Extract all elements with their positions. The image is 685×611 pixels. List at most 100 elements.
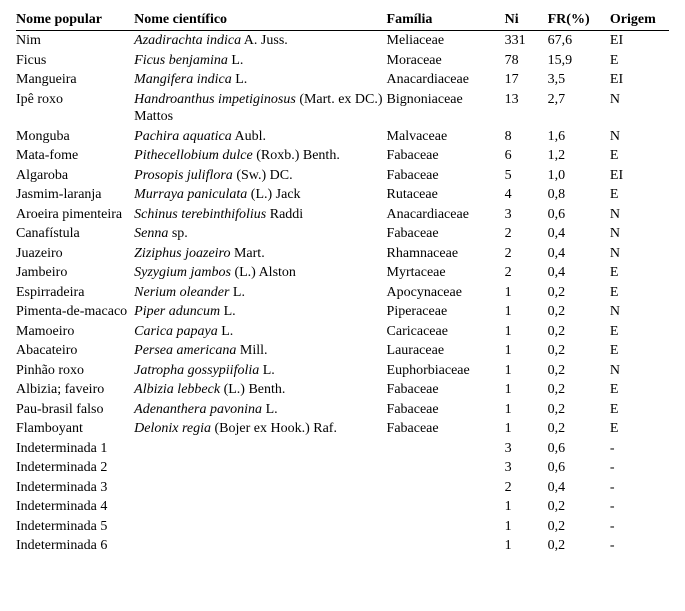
table-row: FlamboyantDelonix regia (Bojer ex Hook.)… bbox=[16, 419, 669, 439]
cell-origem: E bbox=[610, 146, 669, 166]
table-row: Mata-fomePithecellobium dulce (Roxb.) Be… bbox=[16, 146, 669, 166]
cell-fr: 0,2 bbox=[548, 283, 610, 303]
cell-ni: 331 bbox=[505, 31, 548, 51]
cell-cientifico bbox=[134, 497, 386, 517]
cell-fr: 0,4 bbox=[548, 244, 610, 264]
header-fr: FR(%) bbox=[548, 10, 610, 31]
cell-fr: 0,4 bbox=[548, 224, 610, 244]
cell-popular: Indeterminada 4 bbox=[16, 497, 134, 517]
cell-popular: Indeterminada 2 bbox=[16, 458, 134, 478]
cell-ni: 8 bbox=[505, 127, 548, 147]
cell-ni: 1 bbox=[505, 517, 548, 537]
cell-fr: 0,6 bbox=[548, 439, 610, 459]
cell-cientifico: Adenanthera pavonina L. bbox=[134, 400, 386, 420]
cell-cientifico: Jatropha gossypiifolia L. bbox=[134, 361, 386, 381]
cell-fr: 1,0 bbox=[548, 166, 610, 186]
cell-popular: Indeterminada 5 bbox=[16, 517, 134, 537]
header-ni: Ni bbox=[505, 10, 548, 31]
table-row: FicusFicus benjamina L.Moraceae7815,9E bbox=[16, 51, 669, 71]
table-row: AlgarobaProsopis juliflora (Sw.) DC.Faba… bbox=[16, 166, 669, 186]
table-row: JambeiroSyzygium jambos (L.) AlstonMyrta… bbox=[16, 263, 669, 283]
table-row: Ipê roxoHandroanthus impetiginosus (Mart… bbox=[16, 90, 669, 127]
cell-origem: N bbox=[610, 127, 669, 147]
cell-ni: 78 bbox=[505, 51, 548, 71]
cell-popular: Espirradeira bbox=[16, 283, 134, 303]
cell-ni: 1 bbox=[505, 497, 548, 517]
table-row: Indeterminada 610,2- bbox=[16, 536, 669, 556]
cell-fr: 2,7 bbox=[548, 90, 610, 127]
cell-familia: Bignoniaceae bbox=[387, 90, 505, 127]
table-row: Indeterminada 230,6- bbox=[16, 458, 669, 478]
cell-popular: Ipê roxo bbox=[16, 90, 134, 127]
cell-fr: 0,2 bbox=[548, 419, 610, 439]
cell-familia: Fabaceae bbox=[387, 419, 505, 439]
table-header-row: Nome popular Nome científico Família Ni … bbox=[16, 10, 669, 31]
cell-cientifico: Piper aduncum L. bbox=[134, 302, 386, 322]
cell-fr: 15,9 bbox=[548, 51, 610, 71]
cell-popular: Pinhão roxo bbox=[16, 361, 134, 381]
cell-fr: 0,6 bbox=[548, 205, 610, 225]
cell-familia bbox=[387, 536, 505, 556]
cell-ni: 1 bbox=[505, 400, 548, 420]
cell-familia: Meliaceae bbox=[387, 31, 505, 51]
cell-ni: 1 bbox=[505, 283, 548, 303]
cell-ni: 2 bbox=[505, 224, 548, 244]
header-popular: Nome popular bbox=[16, 10, 134, 31]
cell-fr: 0,2 bbox=[548, 536, 610, 556]
cell-origem: - bbox=[610, 517, 669, 537]
cell-cientifico: Murraya paniculata (L.) Jack bbox=[134, 185, 386, 205]
cell-ni: 2 bbox=[505, 478, 548, 498]
cell-familia: Euphorbiaceae bbox=[387, 361, 505, 381]
cell-cientifico: Azadirachta indica A. Juss. bbox=[134, 31, 386, 51]
cell-origem: E bbox=[610, 380, 669, 400]
cell-popular: Jasmim-laranja bbox=[16, 185, 134, 205]
cell-fr: 1,6 bbox=[548, 127, 610, 147]
cell-origem: EI bbox=[610, 70, 669, 90]
cell-familia bbox=[387, 497, 505, 517]
cell-fr: 0,2 bbox=[548, 497, 610, 517]
cell-origem: N bbox=[610, 361, 669, 381]
header-familia: Família bbox=[387, 10, 505, 31]
cell-origem: N bbox=[610, 244, 669, 264]
cell-cientifico: Carica papaya L. bbox=[134, 322, 386, 342]
cell-familia: Fabaceae bbox=[387, 400, 505, 420]
cell-origem: - bbox=[610, 536, 669, 556]
cell-fr: 0,2 bbox=[548, 400, 610, 420]
table-row: Indeterminada 410,2- bbox=[16, 497, 669, 517]
cell-popular: Pimenta-de-macaco bbox=[16, 302, 134, 322]
cell-ni: 1 bbox=[505, 361, 548, 381]
cell-fr: 67,6 bbox=[548, 31, 610, 51]
table-row: Aroeira pimenteiraSchinus terebinthifoli… bbox=[16, 205, 669, 225]
cell-familia: Moraceae bbox=[387, 51, 505, 71]
header-cientifico: Nome científico bbox=[134, 10, 386, 31]
cell-popular: Flamboyant bbox=[16, 419, 134, 439]
table-row: Jasmim-laranjaMurraya paniculata (L.) Ja… bbox=[16, 185, 669, 205]
cell-popular: Indeterminada 6 bbox=[16, 536, 134, 556]
table-row: MangueiraMangifera indica L.Anacardiacea… bbox=[16, 70, 669, 90]
cell-ni: 2 bbox=[505, 263, 548, 283]
cell-familia: Piperaceae bbox=[387, 302, 505, 322]
cell-popular: Abacateiro bbox=[16, 341, 134, 361]
cell-ni: 1 bbox=[505, 419, 548, 439]
cell-popular: Canafístula bbox=[16, 224, 134, 244]
table-row: NimAzadirachta indica A. Juss.Meliaceae3… bbox=[16, 31, 669, 51]
cell-ni: 6 bbox=[505, 146, 548, 166]
table-row: Pau-brasil falsoAdenanthera pavonina L.F… bbox=[16, 400, 669, 420]
cell-familia: Lauraceae bbox=[387, 341, 505, 361]
cell-ni: 3 bbox=[505, 458, 548, 478]
cell-ni: 1 bbox=[505, 302, 548, 322]
cell-cientifico: Prosopis juliflora (Sw.) DC. bbox=[134, 166, 386, 186]
cell-ni: 1 bbox=[505, 341, 548, 361]
cell-origem: E bbox=[610, 341, 669, 361]
cell-familia: Fabaceae bbox=[387, 380, 505, 400]
cell-familia: Myrtaceae bbox=[387, 263, 505, 283]
table-row: Pimenta-de-macacoPiper aduncum L.Piperac… bbox=[16, 302, 669, 322]
cell-popular: Algaroba bbox=[16, 166, 134, 186]
cell-cientifico: Ficus benjamina L. bbox=[134, 51, 386, 71]
cell-ni: 13 bbox=[505, 90, 548, 127]
cell-fr: 0,2 bbox=[548, 341, 610, 361]
cell-cientifico bbox=[134, 517, 386, 537]
cell-popular: Pau-brasil falso bbox=[16, 400, 134, 420]
cell-popular: Nim bbox=[16, 31, 134, 51]
cell-popular: Mangueira bbox=[16, 70, 134, 90]
